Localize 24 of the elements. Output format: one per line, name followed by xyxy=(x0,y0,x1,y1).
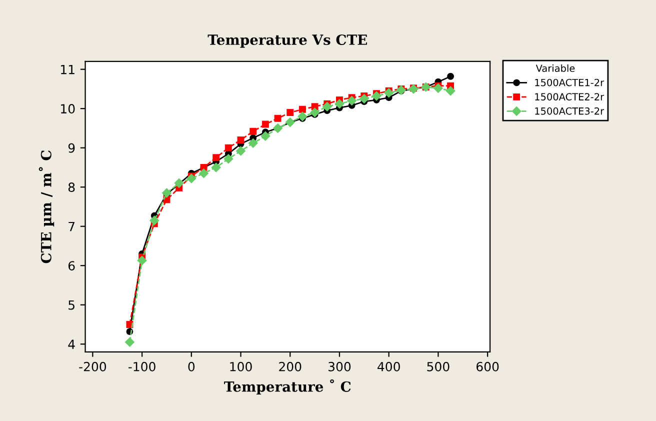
y-tick-label: 8 xyxy=(68,182,75,192)
x-tick-label: 200 xyxy=(279,362,302,372)
y-tick-label: 10 xyxy=(61,104,75,114)
y-tick-label: 6 xyxy=(68,261,75,271)
y-axis-title: CTE µm / m˚ C xyxy=(38,150,54,264)
legend-label: 1500ACTE3-2r xyxy=(535,107,604,115)
legend-label: 1500ACTE2-2r xyxy=(535,93,604,100)
x-tick-label: 100 xyxy=(230,362,252,372)
legend-label: 1500ACTE1-2r xyxy=(535,78,604,86)
x-tick-label: 400 xyxy=(378,362,400,372)
y-tick-label: 11 xyxy=(61,64,74,74)
x-axis-title: Temperature ˚ C xyxy=(224,379,351,395)
legend-title: Variable xyxy=(536,64,575,72)
x-tick-label: 500 xyxy=(427,362,450,372)
y-tick-label: 9 xyxy=(68,143,75,153)
y-tick-label: 4 xyxy=(68,340,75,349)
chart-title: Temperature Vs CTE xyxy=(208,34,367,48)
y-tick-label: 7 xyxy=(68,222,74,232)
x-tick-label: -100 xyxy=(128,362,156,372)
x-tick-label: 300 xyxy=(328,362,351,372)
x-tick-label: 600 xyxy=(476,362,499,372)
x-tick-label: -200 xyxy=(79,362,106,372)
y-tick-label: 5 xyxy=(68,300,74,310)
x-tick-label: 0 xyxy=(188,362,195,372)
